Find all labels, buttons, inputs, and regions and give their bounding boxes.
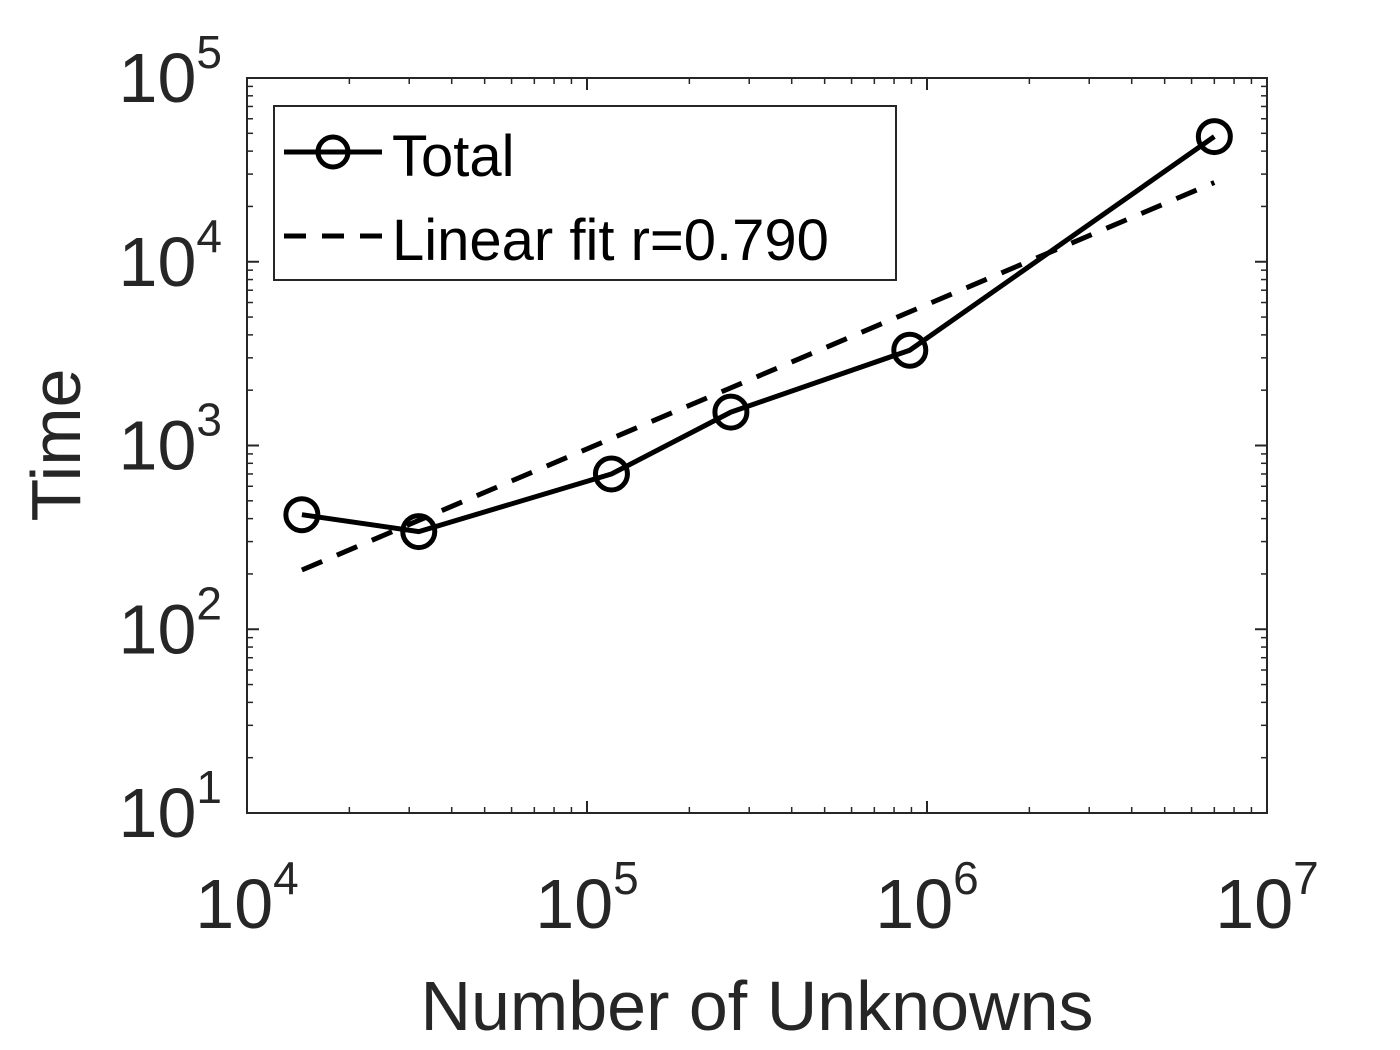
y-tick-label: 103 bbox=[119, 394, 222, 485]
legend-label-total: Total bbox=[392, 124, 515, 189]
y-tick-labels: 101 102 103 104 105 bbox=[119, 26, 222, 852]
data-point bbox=[712, 393, 750, 431]
data-point bbox=[1195, 118, 1233, 156]
x-tick-label: 105 bbox=[535, 852, 638, 943]
legend-marker-total bbox=[315, 134, 351, 170]
plot-frame bbox=[246, 77, 1268, 814]
x-tick-labels: 104 105 106 107 bbox=[195, 852, 1318, 943]
data-point bbox=[283, 496, 321, 534]
x-tick-label: 104 bbox=[195, 852, 298, 943]
y-axis-title: Time bbox=[17, 369, 95, 522]
x-axis-title: Number of Unknowns bbox=[420, 967, 1093, 1045]
series-layer bbox=[283, 118, 1233, 573]
legend: Total Linear fit r=0.790 bbox=[273, 105, 897, 281]
legend-box bbox=[273, 105, 897, 281]
y-tick-label: 104 bbox=[119, 210, 222, 301]
data-point bbox=[592, 455, 630, 493]
legend-label-fit: Linear fit r=0.790 bbox=[392, 208, 829, 273]
data-point bbox=[891, 331, 929, 369]
y-tick-label: 105 bbox=[119, 26, 222, 117]
x-tick-label: 106 bbox=[875, 852, 978, 943]
series-line-linear-fit bbox=[300, 180, 1216, 573]
y-tick-label: 101 bbox=[119, 761, 222, 852]
y-tick-label: 102 bbox=[119, 577, 222, 668]
x-tick-label: 107 bbox=[1215, 852, 1318, 943]
data-point bbox=[400, 513, 438, 551]
series-line-total bbox=[301, 134, 1216, 535]
